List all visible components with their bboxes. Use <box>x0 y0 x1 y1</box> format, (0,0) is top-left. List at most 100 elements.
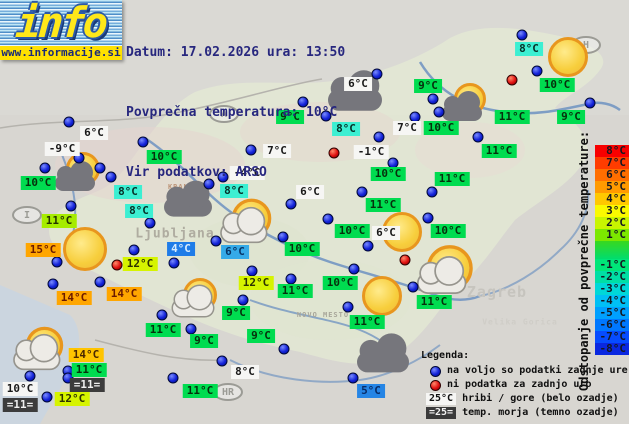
temp-label: 11°C <box>277 284 313 298</box>
temp-label: 11°C <box>145 323 181 337</box>
city-label: NOVO MESTO <box>296 311 350 319</box>
station-dot-blue <box>427 93 439 105</box>
temp-label: 8°C <box>114 185 142 199</box>
temp-label: 10°C <box>423 121 459 135</box>
station-dot-blue <box>472 131 484 143</box>
scale-band: 2°C <box>595 217 629 229</box>
station-dot-blue <box>285 198 297 210</box>
scale-band: 6°C <box>595 169 629 181</box>
station-dot-blue <box>144 217 156 229</box>
station-dot-blue <box>584 97 596 109</box>
station-dot-blue <box>24 370 36 382</box>
station-dot-blue <box>105 171 117 183</box>
legend-item: =25= temp. morja (temno ozadje) <box>421 406 627 420</box>
temp-label: 11°C <box>349 315 385 329</box>
temp-label: 9°C <box>414 79 442 93</box>
cloud-icon <box>173 286 213 316</box>
temp-label: 10°C <box>20 176 56 190</box>
temp-label: 4°C <box>167 242 195 256</box>
station-dot-blue <box>422 212 434 224</box>
station-dot-blue <box>210 235 222 247</box>
temp-label: 14°C <box>56 291 92 305</box>
scale-band: 4°C <box>595 193 629 205</box>
temp-label: 8°C <box>231 365 259 379</box>
temp-label: 9°C <box>557 110 585 124</box>
legend-item: na voljo so podatki zadnje ure <box>421 364 628 378</box>
scale-band: 1°C <box>595 229 629 241</box>
temp-label: 11°C <box>434 172 470 186</box>
scale-band: -4°C <box>595 295 629 307</box>
temp-label: -4°C <box>229 166 265 180</box>
info-logo[interactable]: info www.informacije.si <box>0 0 122 60</box>
sea-temp-label: =11= <box>69 378 105 392</box>
station-dot-blue <box>156 309 168 321</box>
temp-label: 8°C <box>332 122 360 136</box>
station-dot-blue <box>371 68 383 80</box>
temp-label: 5°C <box>357 384 385 398</box>
legend-item: ni podatka za zadnjo uro <box>421 378 627 392</box>
temp-label: 10°C <box>430 224 466 238</box>
station-dot-blue <box>347 372 359 384</box>
station-dot-blue <box>356 186 368 198</box>
station-dot-blue <box>373 131 385 143</box>
sun-icon <box>63 227 107 271</box>
sea-temp-label: =11= <box>2 398 38 412</box>
info-logo-stripes: info <box>0 0 122 46</box>
temp-label: 15°C <box>25 243 61 257</box>
temp-label: 6°C <box>372 226 400 240</box>
station-dot-blue <box>41 391 53 403</box>
legend-blue-dot-icon <box>430 365 441 377</box>
scale-band: 5°C <box>595 181 629 193</box>
station-dot-blue <box>237 294 249 306</box>
station-dot-red <box>111 259 123 271</box>
temp-label: 10°C <box>284 242 320 256</box>
station-dot-blue <box>128 244 140 256</box>
station-dot-blue <box>185 323 197 335</box>
station-dot-blue <box>65 200 77 212</box>
temp-label: 8°C <box>125 204 153 218</box>
city-label: Velika Gorica <box>482 317 558 327</box>
station-dot-blue <box>516 29 528 41</box>
station-dot-blue <box>137 136 149 148</box>
temp-label: 10°C <box>322 276 358 290</box>
temp-label: 7°C <box>393 121 421 135</box>
city-label: Zagreb <box>466 283 528 301</box>
cloud-icon <box>357 333 409 373</box>
legend-item-text: hribi / gore (belo ozadje) <box>462 393 619 404</box>
scale-band: 3°C <box>595 205 629 217</box>
temp-label: 14°C <box>68 348 104 362</box>
station-dot-blue <box>51 256 63 268</box>
temp-label: 6°C <box>80 126 108 140</box>
cloud-icon <box>221 208 266 242</box>
temp-label: 8°C <box>515 42 543 56</box>
scale-band-zero <box>595 241 629 259</box>
station-dot-blue <box>285 273 297 285</box>
station-dot-blue <box>407 281 419 293</box>
scale-band: -2°C <box>595 271 629 283</box>
temp-label: 6°C <box>221 245 249 259</box>
scale-band: -7°C <box>595 331 629 343</box>
station-dot-blue <box>297 96 309 108</box>
info-logo-url: www.informacije.si <box>0 46 122 60</box>
cloud-icon <box>14 335 59 369</box>
scale-band: -5°C <box>595 307 629 319</box>
temp-label: 10°C <box>539 78 575 92</box>
country-marker-hr: HR <box>213 383 243 401</box>
temp-label: 14°C <box>106 287 142 301</box>
scale-band: 7°C <box>595 157 629 169</box>
temp-label: 6°C <box>344 77 372 91</box>
sun-icon <box>362 276 402 316</box>
city-label: Ljubljana <box>135 226 215 242</box>
temp-label: 10°C <box>2 382 38 396</box>
temp-label: 12°C <box>54 392 90 406</box>
temp-label: 9°C <box>222 306 250 320</box>
scale-band: -6°C <box>595 319 629 331</box>
station-dot-blue <box>348 263 360 275</box>
temp-label: 11°C <box>41 214 77 228</box>
legend-sea-chip: =25= <box>426 407 457 419</box>
info-logo-title: info <box>14 0 108 46</box>
temp-label: 12°C <box>238 276 274 290</box>
temp-label: 12°C <box>122 257 158 271</box>
station-dot-blue <box>322 213 334 225</box>
